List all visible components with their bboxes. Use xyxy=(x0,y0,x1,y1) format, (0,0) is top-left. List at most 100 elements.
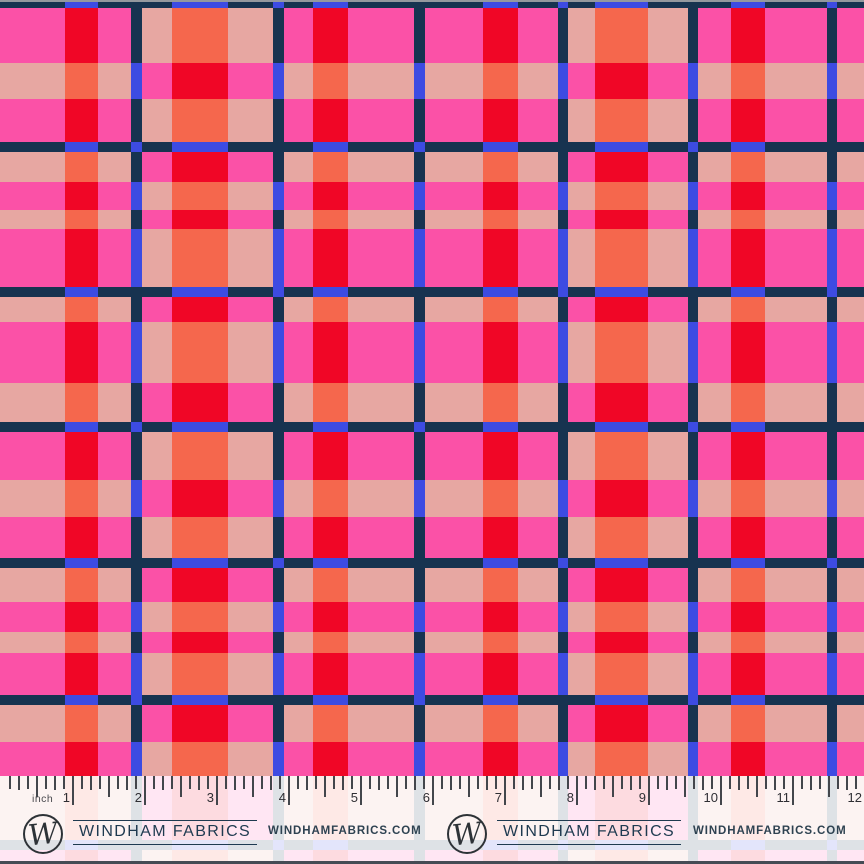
plaid-cell xyxy=(273,705,284,742)
plaid-cell xyxy=(568,602,595,632)
plaid-cell xyxy=(348,422,414,432)
plaid-cell xyxy=(688,480,698,517)
plaid-cell xyxy=(98,568,131,602)
ruler-tick xyxy=(54,776,56,790)
plaid-cell xyxy=(284,705,313,742)
plaid-cell xyxy=(483,287,518,297)
ruler-tick xyxy=(72,776,74,805)
plaid-cell xyxy=(425,695,483,705)
plaid-cell xyxy=(648,210,688,229)
plaid-cell xyxy=(313,432,348,480)
plaid-cell xyxy=(0,653,65,695)
plaid-cell xyxy=(131,229,142,287)
ruler-tick xyxy=(441,776,443,789)
plaid-cell xyxy=(348,287,414,297)
plaid-cell xyxy=(228,99,273,142)
plaid-cell xyxy=(313,568,348,602)
plaid-cell xyxy=(313,383,348,422)
plaid-cell xyxy=(0,99,65,142)
plaid-cell xyxy=(0,480,65,517)
ruler-tick xyxy=(621,776,623,789)
ruler-tick xyxy=(468,776,470,797)
plaid-cell xyxy=(348,558,414,568)
plaid-cell xyxy=(648,287,688,297)
plaid-cell xyxy=(837,705,864,742)
plaid-cell xyxy=(837,210,864,229)
plaid-cell xyxy=(131,152,142,182)
plaid-cell xyxy=(284,210,313,229)
plaid-cell xyxy=(414,229,425,287)
plaid-cell xyxy=(228,182,273,210)
ruler-tick xyxy=(387,776,389,789)
plaid-cell xyxy=(483,182,518,210)
plaid-cell xyxy=(0,142,65,152)
plaid-cell xyxy=(837,297,864,322)
plaid-cell xyxy=(273,8,284,63)
plaid-cell xyxy=(0,383,65,422)
plaid-cell xyxy=(765,422,827,432)
plaid-cell xyxy=(273,210,284,229)
ruler-tick xyxy=(774,776,776,790)
ruler-tick xyxy=(27,776,29,789)
plaid-cell xyxy=(648,152,688,182)
plaid-cell xyxy=(595,632,648,653)
plaid-cell xyxy=(558,142,568,152)
plaid-cell xyxy=(131,558,142,568)
plaid-cell xyxy=(0,695,65,705)
plaid-cell xyxy=(313,297,348,322)
plaid-cell xyxy=(284,695,313,705)
plaid-cell xyxy=(0,422,65,432)
plaid-cell xyxy=(98,63,131,99)
plaid-cell xyxy=(837,558,864,568)
plaid-cell xyxy=(131,695,142,705)
plaid-cell xyxy=(0,152,65,182)
plaid-cell xyxy=(425,705,483,742)
ruler-tick xyxy=(369,776,371,789)
ruler-tick xyxy=(765,776,767,789)
plaid-cell xyxy=(518,432,558,480)
ruler-tick xyxy=(648,776,650,805)
plaid-cell xyxy=(698,152,731,182)
plaid-cell xyxy=(228,602,273,632)
plaid-cell xyxy=(425,653,483,695)
plaid-cell xyxy=(568,568,595,602)
plaid-cell xyxy=(688,422,698,432)
plaid-cell xyxy=(228,653,273,695)
plaid-cell xyxy=(518,695,558,705)
plaid-cell xyxy=(414,287,425,297)
plaid-cell xyxy=(483,602,518,632)
ruler-tick xyxy=(270,776,272,790)
plaid-cell xyxy=(558,99,568,142)
plaid-cell xyxy=(765,632,827,653)
ruler-tick xyxy=(288,776,290,805)
plaid-cell xyxy=(558,0,568,8)
plaid-cell xyxy=(698,432,731,480)
plaid-cell xyxy=(131,480,142,517)
plaid-cell xyxy=(688,142,698,152)
ruler-tick xyxy=(90,776,92,790)
plaid-cell xyxy=(731,568,765,602)
ruler-tick xyxy=(18,776,20,790)
plaid-cell xyxy=(698,287,731,297)
plaid-cell xyxy=(98,8,131,63)
plaid-cell xyxy=(731,63,765,99)
plaid-cell xyxy=(518,568,558,602)
plaid-cell xyxy=(483,152,518,182)
plaid-cell xyxy=(425,210,483,229)
plaid-cell xyxy=(313,742,348,776)
plaid-cell xyxy=(414,653,425,695)
brand-website: WINDHAMFABRICS.COM xyxy=(693,825,847,837)
plaid-cell xyxy=(0,517,65,558)
plaid-cell xyxy=(284,742,313,776)
plaid-cell xyxy=(425,182,483,210)
plaid-cell xyxy=(348,568,414,602)
plaid-cell xyxy=(98,297,131,322)
plaid-cell xyxy=(827,8,837,63)
plaid-cell xyxy=(414,182,425,210)
plaid-cell xyxy=(142,742,172,776)
ruler-number: 9 xyxy=(638,790,646,805)
plaid-cell xyxy=(228,422,273,432)
plaid-cell xyxy=(284,422,313,432)
plaid-cell xyxy=(518,142,558,152)
plaid-cell xyxy=(698,653,731,695)
